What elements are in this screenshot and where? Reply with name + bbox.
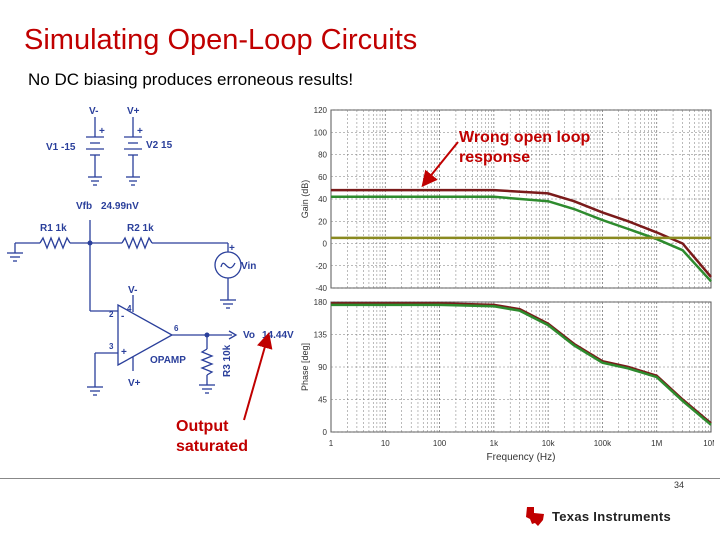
y-tick-label: 135 bbox=[314, 331, 328, 340]
ti-logo: Texas Instruments bbox=[524, 503, 671, 529]
y-tick-label: 80 bbox=[318, 151, 327, 160]
x-tick-label: 10k bbox=[542, 439, 556, 448]
callout-top-line1: Wrong open loop bbox=[459, 129, 591, 146]
r1-label: R1 1k bbox=[40, 223, 67, 234]
logo-text: Texas Instruments bbox=[552, 508, 672, 524]
vo-value: 14.44V bbox=[262, 330, 294, 341]
output-saturated-callout: Output saturated bbox=[176, 417, 286, 457]
series-line-2 bbox=[331, 195, 712, 283]
page-number: 34 bbox=[673, 480, 684, 490]
y-tick-label: 60 bbox=[318, 173, 327, 182]
series-line-1 bbox=[331, 188, 712, 278]
x-tick-label: 10 bbox=[381, 439, 390, 448]
vin-plus: + bbox=[229, 243, 235, 254]
v2-label: V2 15 bbox=[146, 140, 173, 151]
opamp-v-minus: V- bbox=[128, 285, 137, 296]
footer-divider bbox=[0, 478, 720, 479]
y-tick-label: 0 bbox=[323, 240, 328, 249]
y-tick-label: -40 bbox=[315, 284, 327, 293]
pin-plus: + bbox=[121, 347, 127, 358]
slide-footer bbox=[0, 478, 720, 540]
v-plus-top-label: V+ bbox=[127, 106, 140, 117]
y-axis-label: Gain (dB) bbox=[300, 180, 310, 219]
pin6-label: 6 bbox=[174, 324, 179, 333]
wrong-response-arrow bbox=[421, 141, 459, 188]
vfb-value: 24.99nV bbox=[101, 201, 139, 212]
pin2-label: 2 bbox=[109, 310, 114, 319]
y-tick-label: 45 bbox=[318, 396, 327, 405]
vin-label: Vin bbox=[241, 261, 256, 272]
pin-minus: - bbox=[121, 311, 124, 322]
opamp-v-plus: V+ bbox=[128, 378, 141, 389]
callout-top-line2: response bbox=[459, 149, 531, 166]
callout-bottom-line1: Output bbox=[176, 418, 229, 435]
y-tick-label: 90 bbox=[318, 363, 327, 372]
v-minus-top-label: V- bbox=[89, 106, 98, 117]
y-tick-label: 20 bbox=[318, 217, 327, 226]
series-line-2 bbox=[331, 303, 712, 426]
texas-state-icon bbox=[526, 507, 544, 526]
r3-label: R3 10k bbox=[222, 344, 233, 377]
supply-plus-1: + bbox=[99, 126, 105, 137]
x-tick-label: 1M bbox=[651, 439, 662, 448]
x-tick-label: 100k bbox=[594, 439, 612, 448]
y-tick-label: 180 bbox=[314, 298, 328, 307]
y-tick-label: 0 bbox=[323, 428, 328, 437]
pin4-label: 4 bbox=[127, 304, 132, 313]
x-axis-label: Frequency (Hz) bbox=[487, 452, 556, 463]
x-tick-label: 100 bbox=[433, 439, 447, 448]
grid bbox=[331, 301, 711, 433]
r2-label: R2 1k bbox=[127, 223, 154, 234]
pin3-label: 3 bbox=[109, 342, 114, 351]
vo-label: Vo bbox=[243, 330, 255, 341]
y-tick-label: 40 bbox=[318, 195, 327, 204]
output-saturated-arrow bbox=[243, 332, 273, 421]
slide-title: Simulating Open-Loop Circuits bbox=[24, 24, 418, 56]
x-tick-label: 1k bbox=[490, 439, 499, 448]
supply-plus-2: + bbox=[137, 126, 143, 137]
wrong-response-callout: Wrong open loop response bbox=[459, 128, 629, 168]
x-tick-label: 1 bbox=[329, 439, 334, 448]
circuit-schematic: V- V+ + + V1 -15 V2 15 Vfb 24.99nV R1 1k… bbox=[7, 106, 294, 396]
y-tick-label: 100 bbox=[314, 128, 328, 137]
v1-label: V1 -15 bbox=[46, 142, 76, 153]
y-axis-label: Phase [deg] bbox=[300, 343, 310, 391]
y-tick-label: 120 bbox=[314, 106, 328, 115]
vfb-label: Vfb bbox=[76, 201, 92, 212]
opamp-label: OPAMP bbox=[150, 355, 186, 366]
gain-plot: 120 100 80 60 40 20 0 -20 -40 Gain (dB) bbox=[300, 106, 712, 293]
y-tick-label: -20 bbox=[315, 262, 327, 271]
slide-subtitle: No DC biasing produces erroneous results… bbox=[28, 70, 354, 89]
phase-plot: 180 135 90 45 01 10 100 1k 10k 100k 1M 10M Frequency… bbox=[300, 298, 714, 463]
x-tick-label: 10M bbox=[703, 439, 714, 448]
callout-bottom-line2: saturated bbox=[176, 438, 249, 455]
